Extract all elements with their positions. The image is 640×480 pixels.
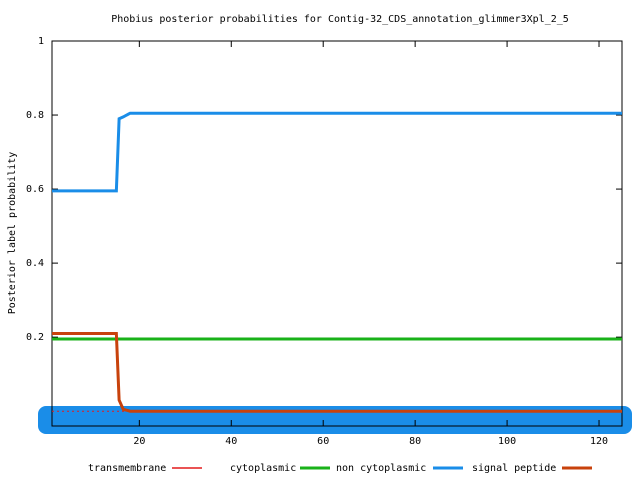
x-tick-label: 20: [133, 436, 145, 447]
y-tick-label: 0.6: [26, 184, 44, 195]
y-tick-label: 0.8: [26, 110, 44, 121]
y-tick-label: 0.4: [26, 258, 44, 269]
y-axis-label: Posterior label probability: [7, 152, 18, 315]
legend-label: cytoplasmic: [230, 463, 296, 474]
x-tick-label: 120: [590, 436, 608, 447]
legend-label: transmembrane: [88, 463, 166, 474]
chart-title: Phobius posterior probabilities for Cont…: [111, 14, 569, 25]
series-line: [52, 331, 622, 413]
x-tick-label: 40: [225, 436, 237, 447]
x-tick-label: 100: [498, 436, 516, 447]
y-tick-label: 1: [38, 36, 44, 47]
y-tick-label: 0.2: [26, 332, 44, 343]
x-tick-label: 80: [409, 436, 421, 447]
series-line: [52, 111, 622, 193]
plot-frame: [51, 40, 623, 427]
x-tick-label: 60: [317, 436, 329, 447]
topology-band: [38, 406, 632, 434]
legend-label: non cytoplasmic: [336, 463, 426, 474]
legend-label: signal peptide: [472, 463, 556, 474]
